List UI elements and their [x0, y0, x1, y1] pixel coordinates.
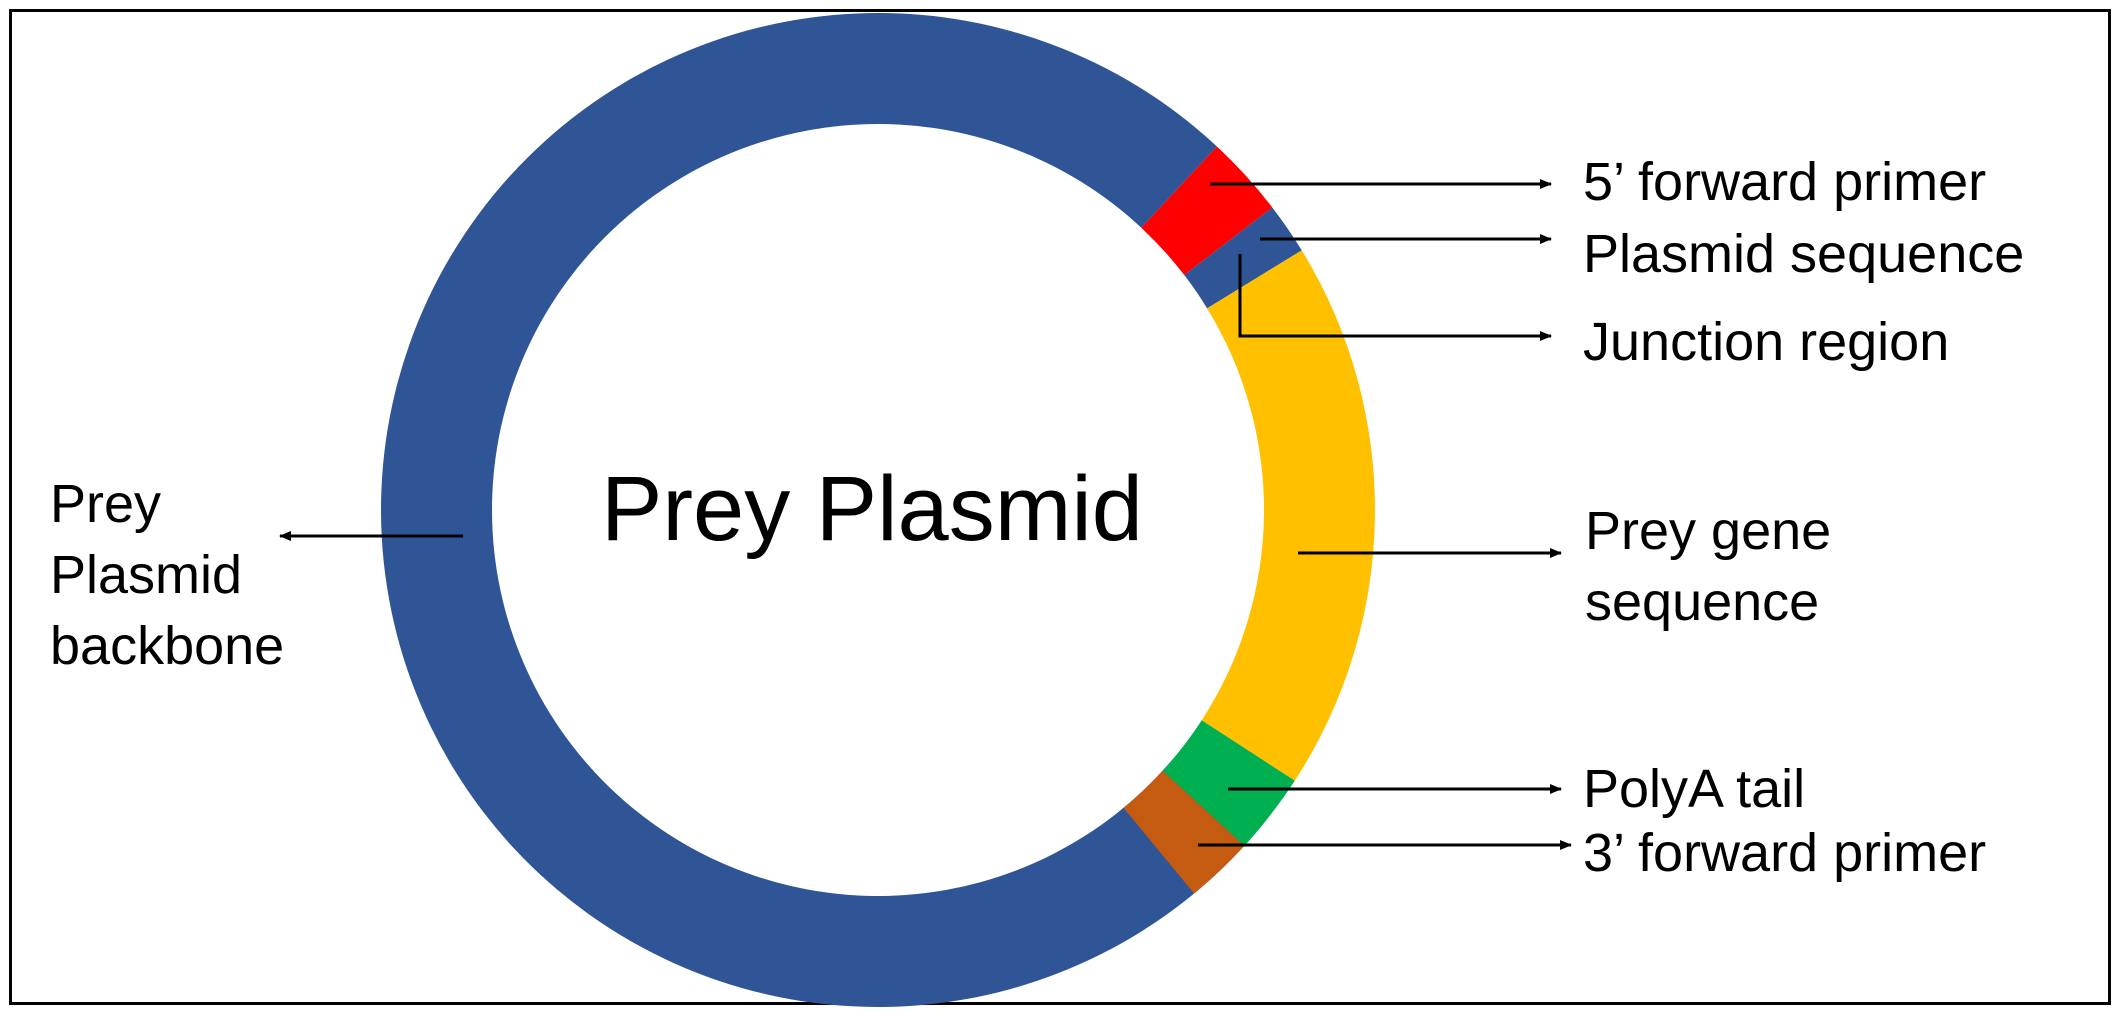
label-backbone-line2: Plasmid: [50, 545, 242, 605]
backbone-segment: [380, 12, 1256, 1008]
label-backbone-line3: backbone: [50, 616, 284, 676]
label-prey-gene-line2: sequence: [1585, 572, 1819, 632]
label-plasmid-sequence: Plasmid sequence: [1583, 224, 2024, 284]
prey-gene-segment: [1201, 250, 1375, 781]
polya-tail-segment: [1162, 720, 1295, 846]
forward-primer-3-segment: [1123, 770, 1245, 894]
plasmid-ring: [380, 12, 1375, 1008]
diagram-frame: [9, 9, 2111, 1005]
forward-primer-5-segment: [1141, 146, 1273, 276]
label-junction-region: Junction region: [1583, 312, 1949, 372]
arrow-junction-region: [1238, 254, 1552, 341]
label-backbone-line1: Prey: [50, 474, 161, 534]
label-forward-primer-5: 5’ forward primer: [1583, 152, 1986, 212]
plasmid-title: Prey Plasmid: [601, 458, 1143, 560]
label-prey-gene-line1: Prey gene: [1585, 501, 1831, 561]
plasmid-sequence-segment: [1184, 207, 1302, 309]
label-forward-primer-3: 3’ forward primer: [1583, 823, 1986, 883]
callout-labels: 5’ forward primer Plasmid sequence Junct…: [50, 152, 2024, 883]
callout-arrows: [279, 179, 1572, 850]
label-polya-tail: PolyA tail: [1583, 759, 1805, 819]
